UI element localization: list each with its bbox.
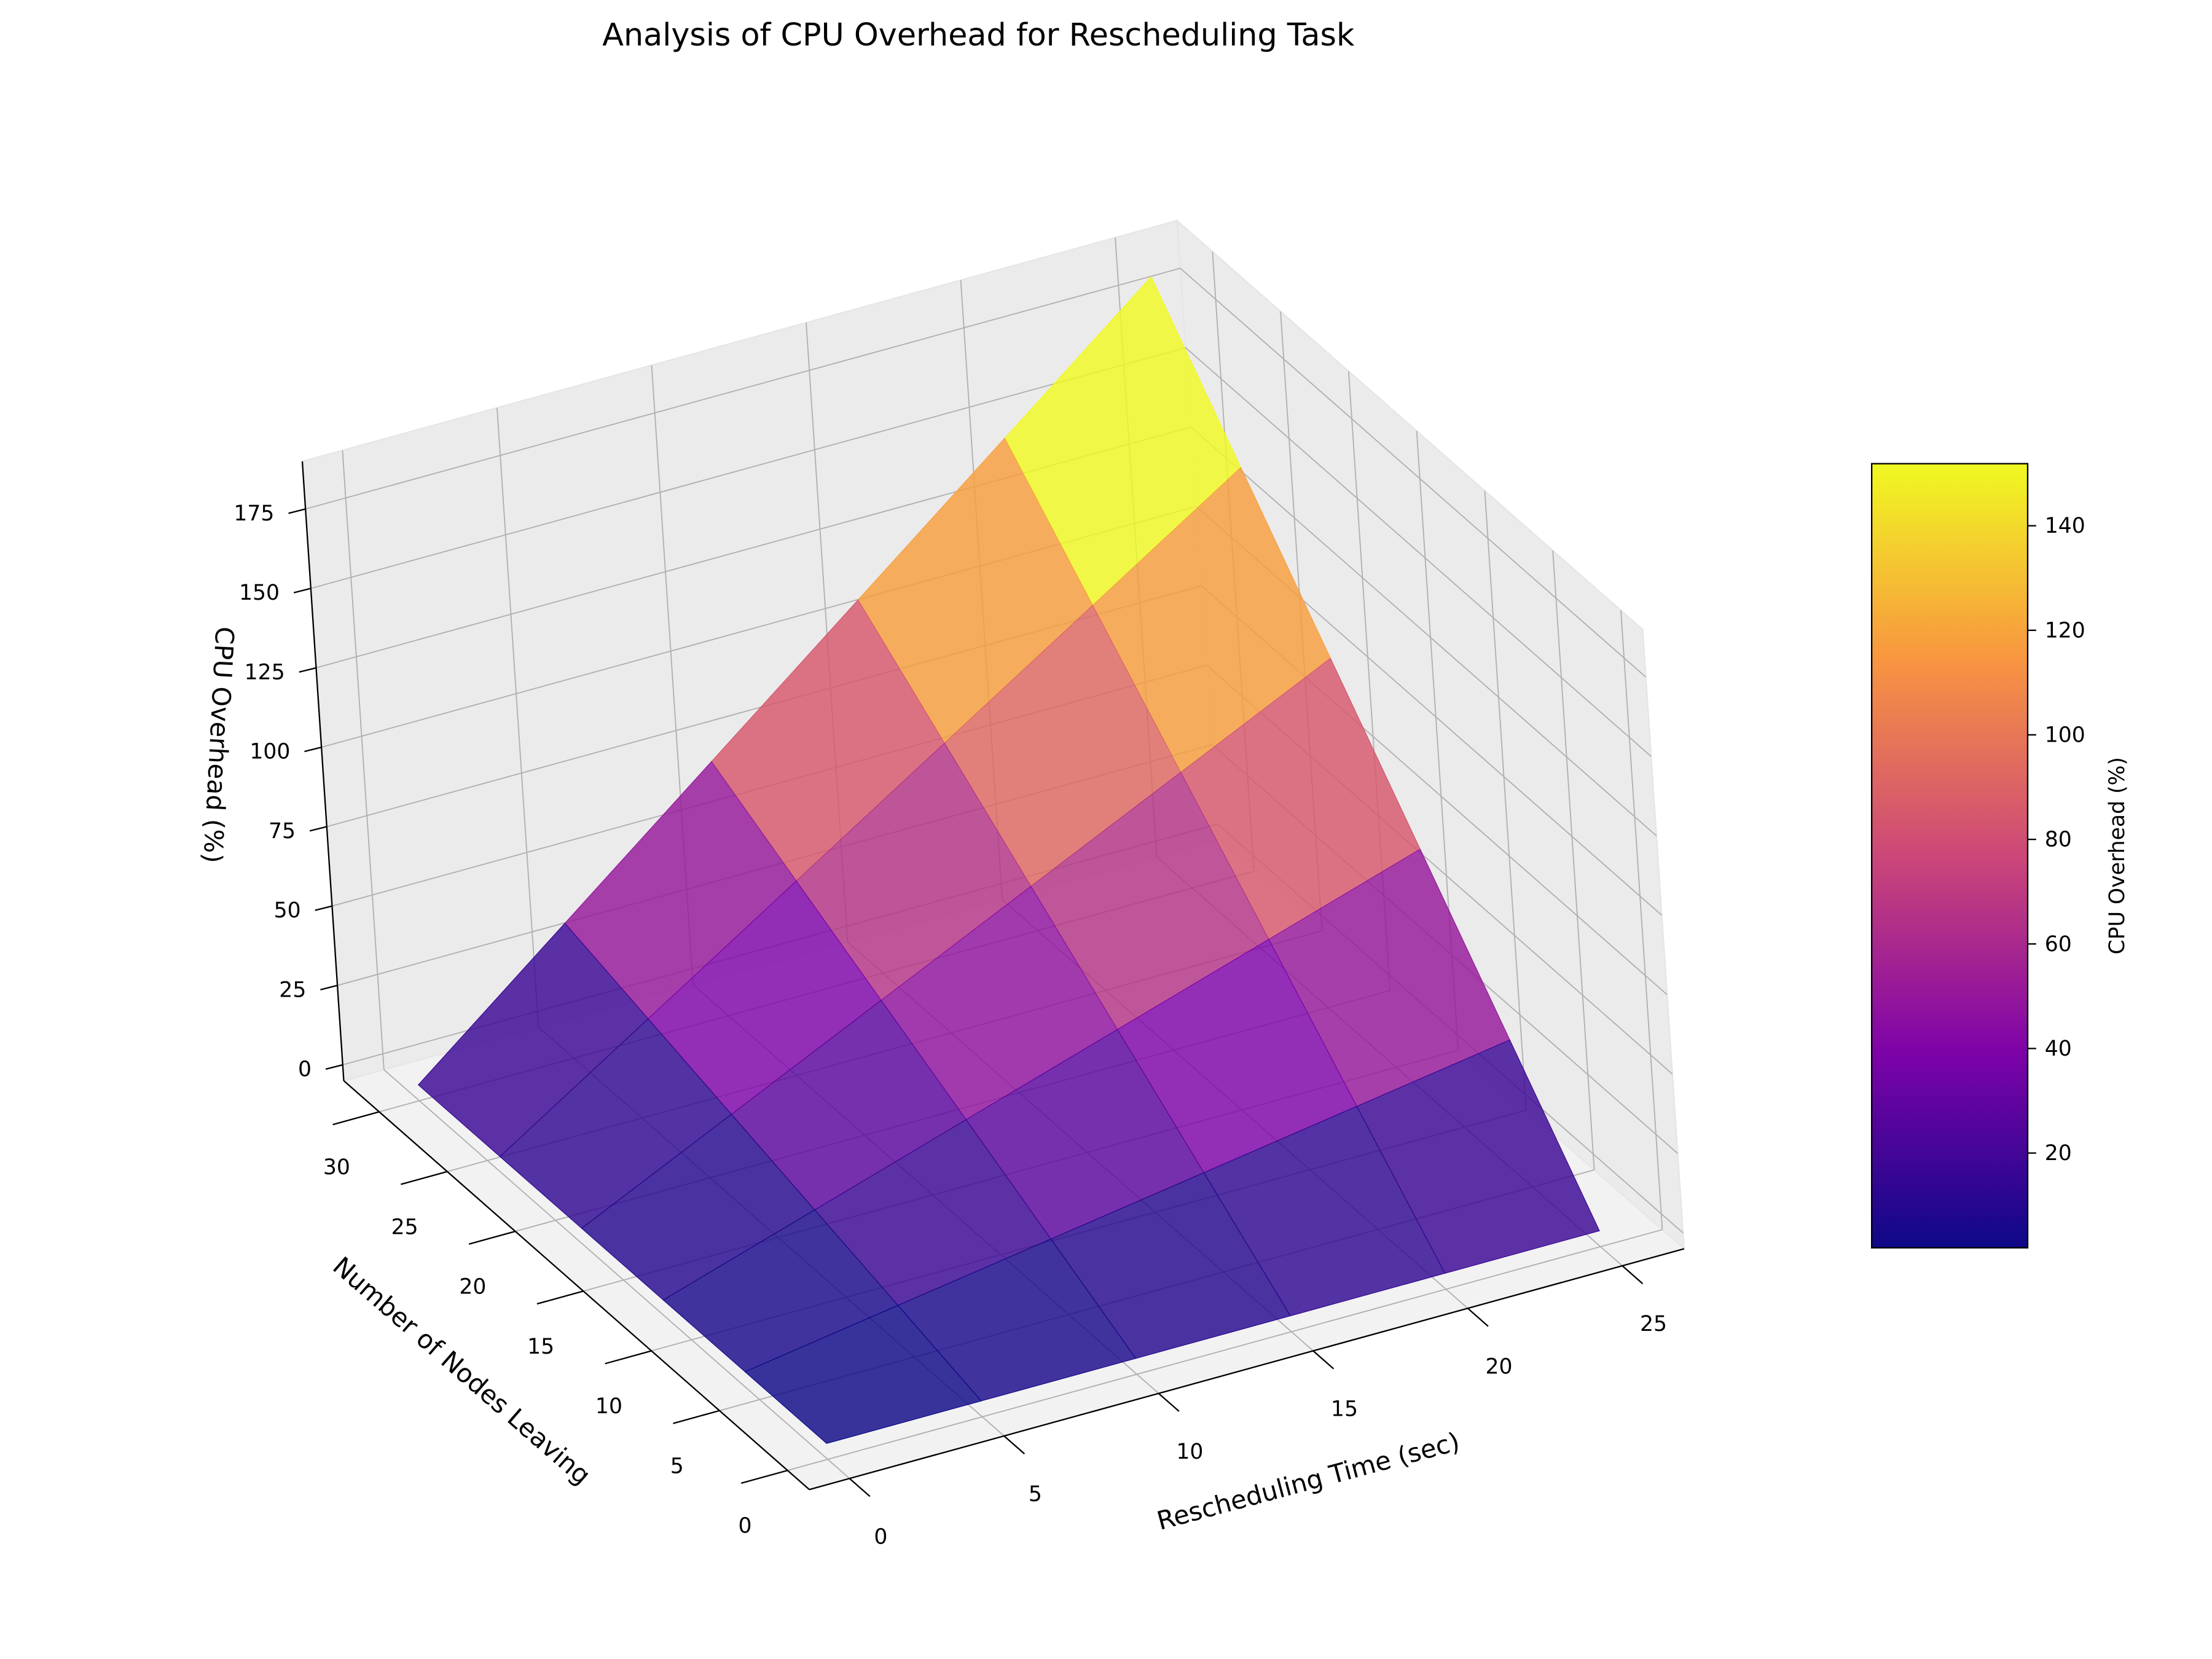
grid-line [1552,550,1595,1171]
tick-mark [325,1064,343,1070]
z-tick-label: 125 [245,660,285,684]
y-tick-label: 5 [670,1454,684,1478]
x-tick-label: 10 [1176,1440,1203,1464]
colorbar [1871,463,2029,1249]
z-axis-line [301,461,345,1081]
y-tick-label: 25 [391,1215,418,1239]
colorbar-tick-label: 40 [2045,1037,2072,1061]
z-tick-label: 0 [298,1057,312,1081]
tick-mark [1312,1350,1335,1370]
z-tick-label: 25 [279,978,306,1002]
y-tick-label: 0 [738,1514,751,1539]
x-tick-label: 5 [1029,1482,1042,1507]
colorbar-tick-label: 100 [2045,723,2085,747]
x-tick-label: 15 [1331,1397,1358,1422]
x-axis-line [809,1248,1685,1491]
tick-mark [1158,1392,1180,1412]
y-tick-label: 15 [527,1335,554,1359]
z-tick-label: 175 [233,501,274,526]
tick-mark [1622,1265,1644,1285]
tick-mark [293,587,312,594]
tick-mark [673,1410,720,1424]
z-axis-label: CPU Overhead (%) [197,626,240,864]
tick-mark [1467,1308,1489,1327]
grid-line [496,407,539,1027]
colorbar-label: CPU Overhead (%) [2105,757,2130,954]
surface-face [744,1304,982,1444]
y-tick-label: 20 [459,1275,486,1300]
grid-line [305,267,1181,510]
colorbar-tick-label: 20 [2045,1141,2072,1166]
grid-line [1190,426,1657,837]
colorbar-tick-label: 80 [2045,828,2072,852]
tick-mark [536,1290,584,1305]
colorbar-tick-label: 120 [2045,618,2085,643]
tick-mark [315,905,332,911]
tick-mark [299,667,316,673]
z-tick-label: 50 [274,898,301,923]
grid-line [1185,347,1652,757]
y-axis-line [343,1080,810,1491]
tick-mark [605,1350,652,1365]
tick-mark [304,746,322,753]
chart-title: Analysis of CPU Overhead for Reschedulin… [602,17,1355,53]
grid-line [310,347,1186,589]
colorbar-tick-label: 140 [2045,514,2085,538]
z-tick-label: 100 [249,740,290,764]
grid-line [1620,610,1663,1230]
tick-mark [849,1478,871,1497]
tick-mark [740,1469,788,1484]
tick-mark [332,1111,380,1126]
grid-line [1484,490,1527,1110]
x-tick-label: 0 [874,1524,887,1549]
tick-mark [1003,1435,1026,1455]
y-tick-label: 30 [323,1155,350,1180]
tick-mark [468,1230,516,1245]
grid-line [1180,267,1647,678]
tick-mark [320,984,338,990]
tick-mark [309,826,327,832]
x-tick-label: 25 [1640,1312,1667,1336]
z-tick-label: 75 [269,819,296,844]
colorbar-tick-label: 60 [2045,932,2072,957]
z-tick-label: 150 [239,581,280,605]
y-tick-label: 10 [595,1394,622,1419]
tick-mark [401,1171,448,1185]
tick-mark [288,508,306,514]
x-tick-label: 20 [1485,1354,1512,1379]
grid-line [342,450,385,1070]
grid-line [787,1229,1663,1471]
grid-line [383,1069,850,1479]
